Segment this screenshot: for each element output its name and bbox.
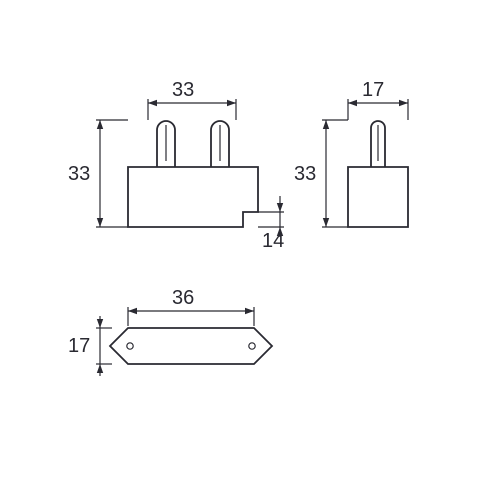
dim-label: 14 <box>262 230 284 252</box>
dim-label: 17 <box>362 79 384 101</box>
dim-label: 33 <box>68 163 90 185</box>
dim-label: 17 <box>68 335 90 357</box>
dimensioned-technical-drawing: 33 33 14 17 33 36 17 <box>0 0 500 500</box>
dim-label: 33 <box>172 79 194 101</box>
dim-label: 36 <box>172 287 194 309</box>
dim-label: 33 <box>294 163 316 185</box>
